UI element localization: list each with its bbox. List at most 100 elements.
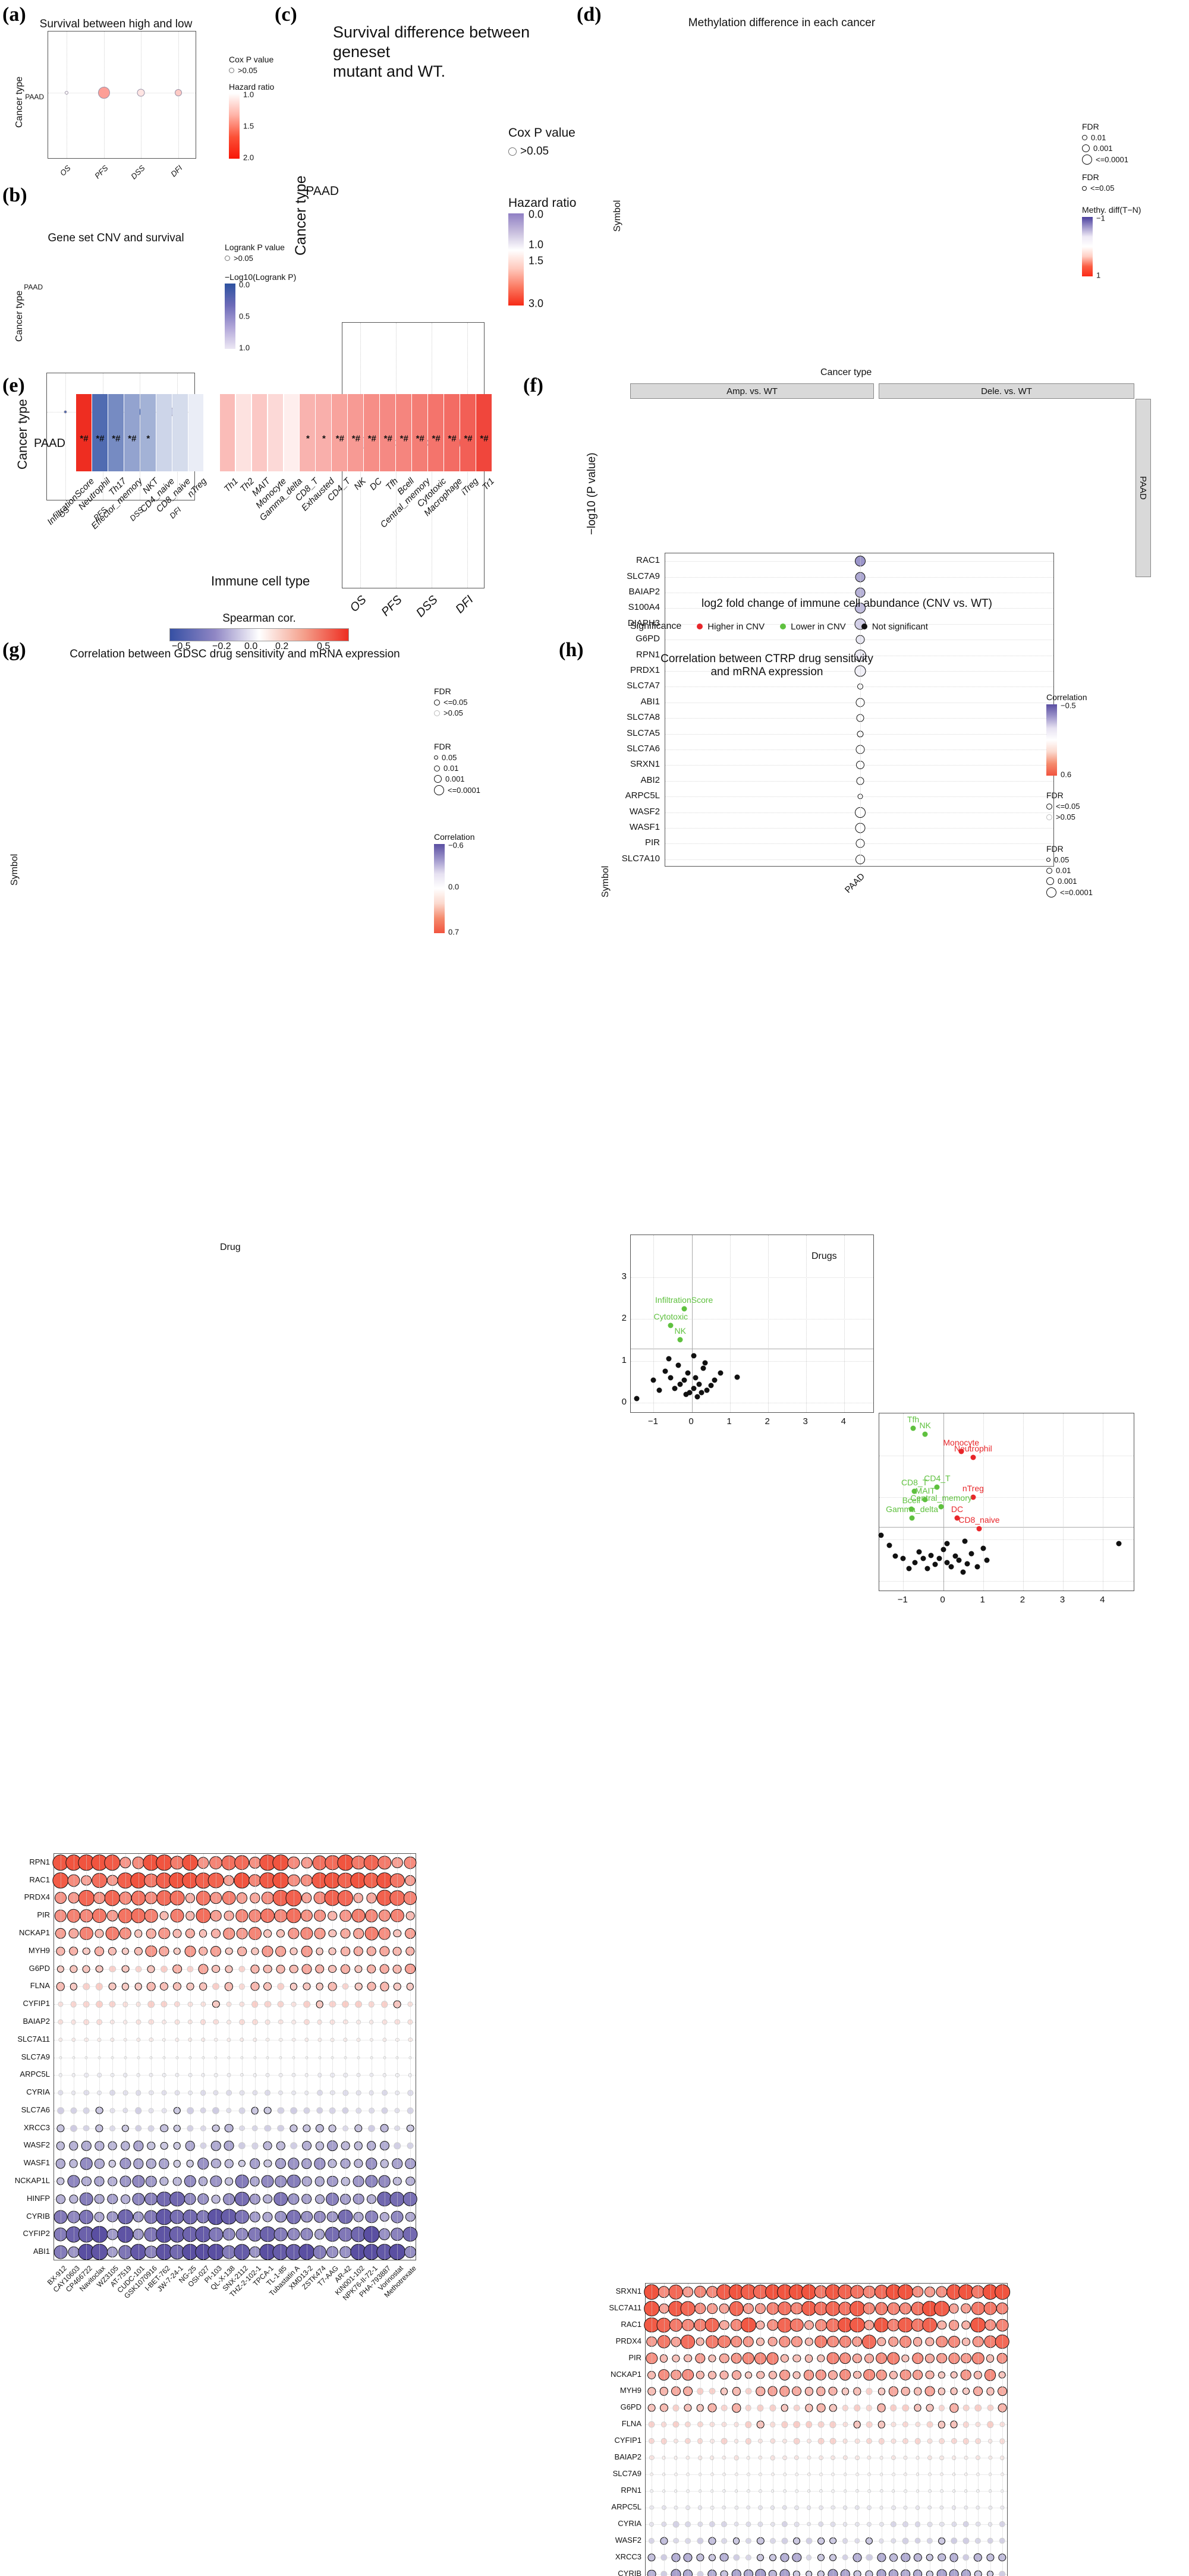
data-point-ns (702, 1360, 708, 1366)
panel-e-x-axis-title: Immune cell type (211, 574, 310, 588)
y-tick-RAC1: RAC1 (636, 555, 660, 566)
gridline-vertical (241, 1854, 243, 2260)
y-tick-ABI1: ABI1 (33, 2247, 50, 2256)
point-label-InfiltrationScore: InfiltrationScore (655, 1295, 713, 1305)
gridline-vertical (358, 1854, 359, 2260)
panel-c-title: Survival difference between geneset muta… (333, 23, 559, 81)
panel-g-legend-size-row-0: 0.05 (434, 753, 480, 762)
heatmap-cell-Central_memory (412, 394, 427, 471)
y-tick-SLC7A11: SLC7A11 (609, 2303, 641, 2312)
panel-d-title-text: Methylation difference in each cancer (688, 17, 876, 29)
data-point-Central_memory (938, 1504, 944, 1510)
data-point-ns (974, 1564, 980, 1570)
data-point-ns (691, 1385, 697, 1391)
panel-f-x-axis-title: log2 fold change of immune cell abundanc… (702, 597, 992, 610)
circle-icon-s (1046, 867, 1052, 874)
panel-a-legend-color-title: Hazard ratio (229, 82, 275, 92)
gridline-vertical (983, 1413, 984, 1591)
y-tick-CYFIP2: CYFIP2 (23, 2229, 50, 2238)
panel-c-legend-size-title: Cox P value (508, 126, 575, 140)
panel-g-legend-size-value-3: <=0.0001 (448, 786, 480, 795)
y-tick-BAIAP2: BAIAP2 (614, 2452, 641, 2462)
y-tick-ARPC5L: ARPC5L (625, 791, 660, 801)
panel-e-tick-0: −0.5 (172, 641, 191, 651)
data-point-ns (675, 1362, 681, 1368)
panel-d-legend-size-title: FDR (1082, 122, 1099, 131)
panel-f-strip-paad: PAAD (1135, 399, 1151, 577)
panel-d-legend-border-value: <=0.05 (1090, 184, 1115, 193)
data-point-NK (677, 1337, 683, 1343)
y-tick-RAC1: RAC1 (621, 2319, 641, 2329)
panel-b-y-axis-title: Cancer type (14, 290, 24, 342)
sig-mark-Neutrophil: *# (96, 433, 105, 444)
panel-a-color-tick-1: 1.5 (243, 121, 254, 131)
x-tick-2: 2 (765, 1416, 770, 1426)
panel-a-color-tick-2: 2.0 (243, 153, 254, 162)
panel-h-legend-border-value-1: >0.05 (1056, 813, 1075, 821)
data-point-ns (980, 1545, 986, 1551)
gridline-vertical (869, 2284, 870, 2576)
y-tick-CYRIB: CYRIB (618, 2568, 641, 2576)
panel-c-color-tick-3: 3.0 (529, 297, 544, 310)
panel-f-y-axis-title: −log10 (P value) (586, 452, 598, 535)
panel-b-legend-size-title: Logrank P value (225, 243, 285, 252)
y-tick-XRCC3: XRCC3 (23, 2122, 50, 2132)
gridline-vertical (809, 2284, 810, 2576)
data-point-ns (878, 1532, 884, 1538)
point-label-nTreg: nTreg (962, 1484, 984, 1494)
data-point-ns (694, 1394, 700, 1400)
panel-g-legend-border-row-0: <=0.05 (434, 698, 468, 707)
data-point-ns (708, 1383, 714, 1388)
x-tick-label: OS (58, 163, 73, 178)
hline-threshold (879, 1526, 1134, 1528)
data-point-ns (691, 1353, 697, 1359)
panel-h-label: (h) (559, 639, 584, 661)
panel-h-title-line1: Correlation between CTRP drug sensitivit… (660, 653, 873, 665)
y-tick-PIR: PIR (644, 837, 660, 848)
x-tick-4: 4 (1100, 1595, 1105, 1605)
gridline-vertical (1002, 2284, 1003, 2576)
y-tick-S100A4: S100A4 (628, 602, 660, 613)
gridline-vertical (724, 2284, 725, 2576)
y-tick-ARPC5L: ARPC5L (611, 2502, 641, 2511)
panel-g-y-axis-title: Symbol (10, 854, 20, 886)
panel-d-plot-area (665, 553, 1054, 867)
panel-a-legend-size-title: Cox P value (229, 55, 274, 64)
gridline-vertical (700, 2284, 701, 2576)
panel-e-tick-4: 0.5 (317, 641, 331, 651)
gridline-vertical (729, 1235, 731, 1412)
gridline-vertical (65, 373, 67, 500)
sig-mark-CD8_T: * (306, 433, 310, 444)
panel-a-y-axis-title: Cancer type (14, 76, 24, 128)
point-label-NK: NK (919, 1421, 931, 1431)
y-tick-NCKAP1L: NCKAP1L (14, 2175, 50, 2185)
point-label-Central_memory: Central_memory (910, 1492, 972, 1503)
heatmap-cell-Monocyte (268, 394, 284, 471)
panel-d-y-axis-title: Symbol (612, 200, 622, 232)
panel-d-legend-size-row-1: 0.001 (1082, 144, 1128, 153)
gridline-vertical (844, 1235, 845, 1412)
x-tick-0: 0 (688, 1416, 694, 1426)
data-point-ns (734, 1374, 740, 1380)
data-point-ns (924, 1566, 930, 1572)
panel-f-legend-item-0: Higher in CNV (697, 622, 765, 632)
x-tick-1: 1 (726, 1416, 732, 1426)
panel-b-y-tick-PAAD: PAAD (24, 283, 43, 291)
panel-b-legend-size-row: >0.05 (225, 254, 285, 263)
panel-e-y-axis-title: Cancer type (15, 399, 30, 470)
panel-f-legend-title: Significance (630, 621, 682, 631)
point-label-Tfh: Tfh (907, 1414, 920, 1424)
panel-h-legend-size-row-1: 0.01 (1046, 866, 1093, 875)
gridline-vertical (99, 1854, 100, 2260)
gridline-vertical (857, 2284, 858, 2576)
y-tick-PRDX1: PRDX1 (630, 665, 660, 675)
panel-d-legend-border-title: FDR (1082, 172, 1099, 182)
data-point-ns (968, 1551, 974, 1557)
heatmap-cell-Th2 (235, 394, 251, 471)
panel-b-title: Gene set CNV and survival (45, 232, 187, 245)
sig-mark-Tr1: *# (480, 433, 489, 444)
panel-h-legend-size-value-1: 0.01 (1056, 866, 1071, 875)
sig-mark-InfiltrationScore: *# (80, 433, 89, 444)
x-tick-−1: −1 (897, 1595, 908, 1605)
circle-icon-m (434, 775, 442, 783)
